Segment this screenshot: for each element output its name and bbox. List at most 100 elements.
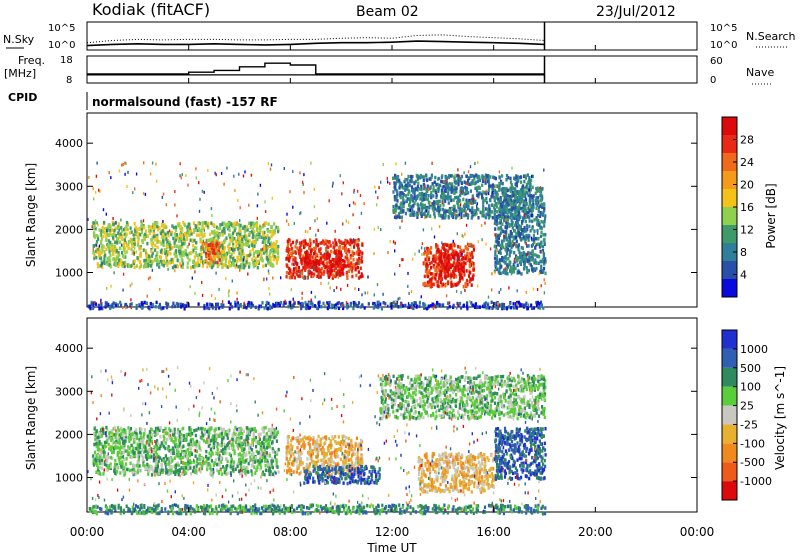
- heatmap-cell: [241, 245, 244, 249]
- heatmap-cell: [97, 247, 99, 251]
- heatmap-cell: [535, 261, 538, 265]
- heatmap-cell: [541, 202, 544, 207]
- heatmap-cell: [399, 226, 401, 230]
- heatmap-cell: [465, 223, 468, 227]
- heatmap-cell: [379, 302, 382, 306]
- heatmap-cell: [142, 219, 145, 223]
- heatmap-cell: [474, 186, 477, 191]
- heatmap-cell: [353, 190, 355, 194]
- heatmap-cell: [544, 257, 547, 261]
- heatmap-cell: [401, 210, 404, 214]
- heatmap-cell: [183, 307, 186, 311]
- heatmap-cell: [477, 160, 479, 164]
- heatmap-cell: [94, 220, 97, 225]
- heatmap-cell: [424, 250, 427, 254]
- heatmap-cell: [498, 226, 501, 231]
- heatmap-cell: [163, 261, 167, 266]
- heatmap-cell: [457, 174, 460, 178]
- heatmap-cell: [437, 205, 440, 210]
- cpid-label: CPID: [8, 91, 37, 104]
- heatmap-cell: [504, 267, 506, 271]
- heatmap-cell: [223, 253, 226, 258]
- heatmap-cell: [234, 221, 237, 225]
- heatmap-cell: [139, 260, 142, 264]
- heatmap-cell: [129, 303, 132, 307]
- heatmap-cell: [171, 246, 174, 250]
- heatmap-cell: [97, 264, 100, 269]
- heatmap-cell: [239, 264, 242, 269]
- heatmap-cell: [474, 302, 477, 306]
- heatmap-cell: [495, 219, 498, 223]
- heatmap-cell: [150, 249, 153, 253]
- heatmap-cell: [519, 215, 522, 219]
- heatmap-cell: [525, 229, 528, 233]
- heatmap-cell: [507, 200, 509, 204]
- heatmap-cell: [326, 306, 329, 311]
- heatmap-cell: [425, 209, 428, 213]
- heatmap-cell: [173, 232, 176, 236]
- heatmap-cell: [329, 244, 332, 248]
- heatmap-cell: [138, 303, 141, 307]
- heatmap-cell: [539, 306, 542, 310]
- heatmap-cell: [198, 221, 201, 226]
- colorbar-swatch: [722, 135, 737, 153]
- heatmap-cell: [430, 173, 433, 177]
- heatmap-cell: [147, 258, 150, 262]
- heatmap-cell: [377, 300, 380, 305]
- heatmap-cell: [151, 241, 155, 246]
- heatmap-cell: [226, 222, 229, 227]
- heatmap-cell: [341, 304, 344, 308]
- heatmap-cell: [511, 206, 514, 210]
- heatmap-cell: [378, 186, 380, 190]
- heatmap-cell: [247, 461, 250, 466]
- heatmap-cell: [494, 260, 497, 264]
- heatmap-cell: [133, 259, 136, 263]
- heatmap-cell: [395, 212, 397, 216]
- heatmap-cell: [384, 301, 387, 306]
- heatmap-cell: [184, 249, 187, 253]
- heatmap-cell: [340, 240, 343, 244]
- heatmap-cell: [530, 257, 533, 262]
- heatmap-cell: [152, 226, 155, 231]
- heatmap-cell: [291, 254, 294, 258]
- heatmap-cell: [423, 211, 426, 215]
- heatmap-cell: [301, 275, 305, 279]
- heatmap-cell: [422, 212, 425, 216]
- heatmap-cell: [180, 427, 183, 432]
- heatmap-cell: [471, 214, 474, 218]
- heatmap-cell: [486, 304, 489, 308]
- heatmap-cell: [174, 469, 177, 473]
- heatmap-cell: [522, 256, 525, 260]
- heatmap-cell: [214, 242, 217, 246]
- heatmap-cell: [413, 196, 416, 200]
- heatmap-cell: [417, 174, 420, 179]
- heatmap-cell: [266, 277, 268, 281]
- heatmap-cell: [453, 267, 456, 272]
- heatmap-cell: [135, 250, 137, 254]
- heatmap-cell: [254, 305, 257, 310]
- heatmap-cell: [111, 220, 114, 225]
- heatmap-cell: [435, 262, 438, 266]
- heatmap-cell: [425, 246, 428, 251]
- heatmap-cell: [269, 167, 272, 171]
- heatmap-cell: [442, 185, 445, 189]
- heatmap-cell: [265, 244, 268, 248]
- heatmap-cell: [523, 199, 526, 203]
- heatmap-cell: [240, 463, 243, 468]
- heatmap-cell: [101, 456, 104, 460]
- heatmap-cell: [493, 301, 496, 306]
- heatmap-cell: [497, 270, 500, 274]
- heatmap-cell: [304, 230, 307, 233]
- heatmap-cell: [128, 264, 131, 268]
- heatmap-cell: [457, 303, 459, 307]
- heatmap-cell: [152, 259, 155, 264]
- heatmap-cell: [133, 242, 136, 247]
- heatmap-cell: [207, 169, 209, 172]
- heatmap-cell: [495, 306, 498, 310]
- heatmap-cell: [110, 304, 113, 309]
- heatmap-cell: [120, 303, 123, 307]
- heatmap-cell: [334, 274, 337, 279]
- heatmap-cell: [268, 261, 271, 266]
- heatmap-cell: [465, 211, 467, 215]
- heatmap-cell: [126, 227, 129, 232]
